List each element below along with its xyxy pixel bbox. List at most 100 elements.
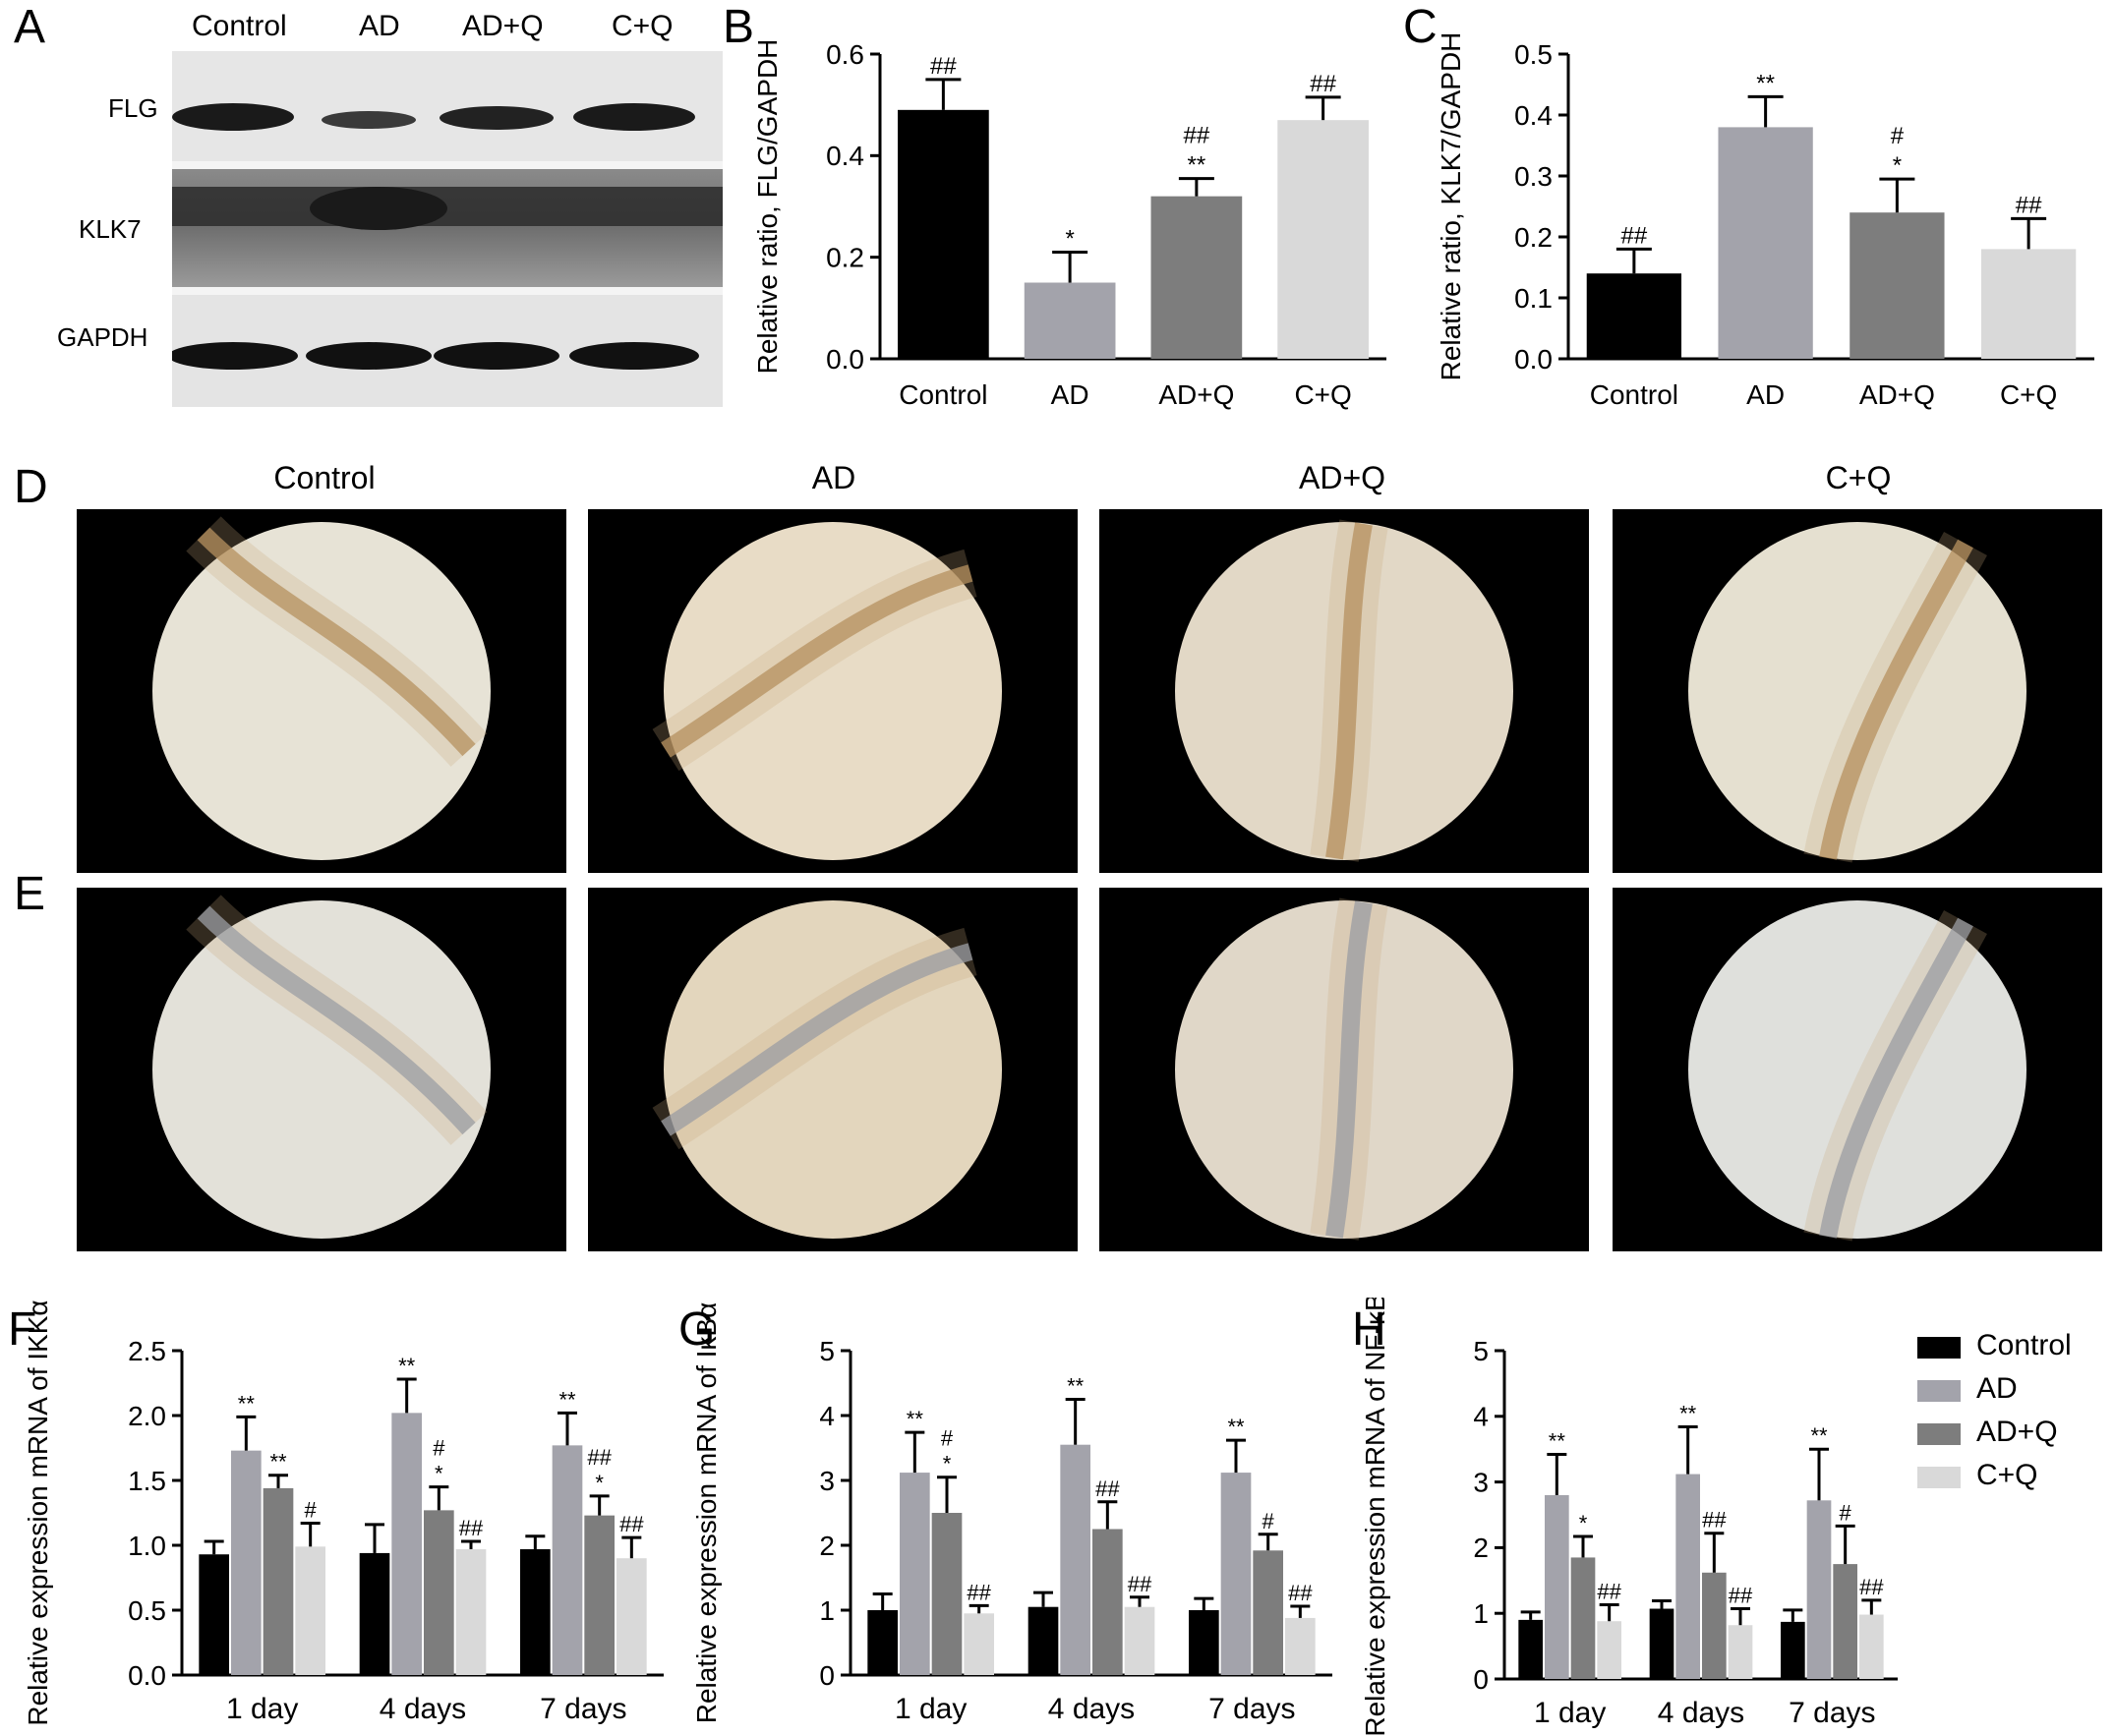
y-axis-label: Relative ratio, FLG/GAPDH [752,39,783,375]
significance-label: ## [1597,1580,1621,1604]
significance-label: * [1065,226,1074,253]
bar [867,1610,898,1675]
bar [1060,1444,1090,1675]
bar [1586,273,1682,359]
bar [1518,1619,1543,1679]
significance-label: ## [1288,1581,1313,1605]
significance-label: * [435,1462,443,1486]
panel-label-b: B [723,1,755,53]
bar [1220,1473,1252,1675]
tissue-layer [186,516,488,767]
legend-swatch-c-q [1917,1467,1961,1488]
significance-label: ## [2016,192,2042,218]
significance-label: ** [1679,1401,1697,1425]
y-tick-label: 0.2 [826,242,864,272]
micrograph-circle [664,900,1002,1239]
y-tick-label: 0.1 [1514,283,1553,314]
y-axis-label: Relative ratio, KLK7/GAPDH [1436,32,1466,381]
bar [552,1445,583,1675]
ihc-micrograph [588,888,1078,1251]
y-tick-label: 0.4 [826,141,864,171]
significance-label: * [595,1471,604,1495]
bar [1833,1564,1857,1679]
bar [1024,282,1116,359]
ihc-micrograph [1613,888,2102,1251]
bar [1277,120,1369,360]
wb-column-ad: AD [359,10,400,42]
y-tick-label: 0.0 [1514,344,1553,375]
panel-label-f: F [8,1303,37,1356]
significance-label: ## [967,1580,991,1604]
significance-label: ** [1067,1374,1085,1399]
significance-label: ## [1729,1584,1753,1608]
tissue-layer [1819,917,1973,1239]
bar [1850,212,1945,359]
bar [1781,1621,1805,1679]
x-tick-label: 7 days [1208,1693,1295,1725]
bar [1285,1617,1316,1675]
panel-label-g: G [678,1303,716,1356]
y-tick-label: 2 [819,1531,835,1561]
y-tick-label: 1.0 [128,1531,166,1561]
y-tick-label: 0.0 [128,1660,166,1691]
bar [964,1613,994,1675]
significance-label: ** [1188,152,1206,179]
legend-label: AD+Q [1976,1416,2058,1448]
tissue-layer [1310,519,1388,862]
significance-label: ** [558,1387,576,1412]
x-tick-label: 4 days [1658,1697,1744,1729]
significance-label: ## [1095,1476,1120,1501]
y-tick-label: 1 [1473,1598,1489,1629]
legend-label: Control [1976,1329,2072,1361]
bar [1980,249,2077,359]
tissue-layer [197,527,476,757]
legend-swatch-control [1917,1337,1961,1359]
bar [1189,1610,1219,1675]
significance-label: ** [907,1407,924,1431]
tissue-layer [186,895,488,1145]
bar [424,1510,454,1675]
x-tick-label: 7 days [540,1693,626,1725]
significance-label: # [1840,1500,1852,1525]
significance-label: ## [1859,1575,1884,1599]
micrograph-circle [664,522,1002,860]
x-tick-label: AD [1051,379,1089,410]
x-tick-label: 1 day [895,1693,967,1725]
ihc-micrograph [588,509,1078,873]
wb-row-klk7: KLK7 [79,214,142,244]
bar [295,1546,325,1675]
micrograph-field [652,522,1002,860]
y-tick-label: 0.2 [1514,222,1553,253]
significance-label: ** [238,1391,256,1416]
significance-label: * [1893,152,1902,179]
ihc-micrograph [77,509,566,873]
ihc-micrograph [1099,888,1589,1251]
wb-row-flg: FLG [108,93,158,123]
bar [1806,1500,1832,1679]
y-axis-label: Relative expression mRNA of IKKα [23,1300,53,1725]
significance-label: ## [619,1512,644,1536]
micrograph-field [1175,897,1513,1241]
x-tick-label: 7 days [1789,1697,1875,1729]
bar [455,1548,487,1675]
bar [359,1552,390,1675]
x-tick-label: 1 day [1534,1697,1606,1729]
wb-row-gapdh: GAPDH [57,322,148,352]
x-tick-label: C+Q [1294,379,1351,410]
bar [1718,127,1813,359]
x-tick-label: C+Q [2000,379,2057,410]
micrograph-field [1688,522,2026,863]
legend-label: AD [1976,1372,2018,1405]
micrograph-circle [152,522,491,860]
significance-label: * [943,1452,952,1476]
wb-column-c-q: C+Q [612,10,674,42]
y-tick-label: 2.0 [128,1401,166,1431]
chart-h-nfkb: 0 1 2 3 4 5 Relative expression mRNA of NF-κB *… [1360,1298,1898,1736]
y-axis-label: Relative expression mRNA of NF-κB [1360,1298,1390,1736]
tissue-layer [1803,532,1987,863]
y-tick-label: 2 [1473,1533,1489,1563]
tissue-layer [652,927,977,1150]
micrograph-field [1688,900,2026,1242]
micrograph-field [152,516,491,860]
tissue-layer [1310,897,1388,1241]
